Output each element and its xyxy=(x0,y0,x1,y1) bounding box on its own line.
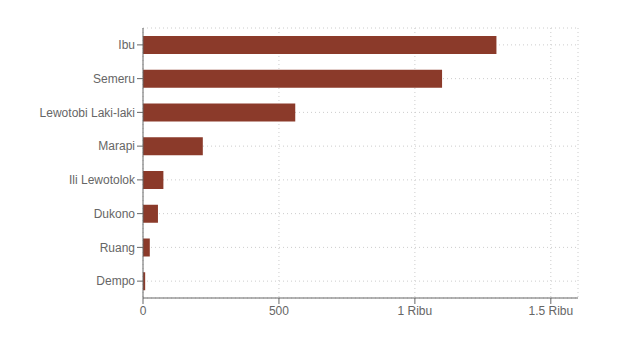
svg-text:Ili Lewotolok: Ili Lewotolok xyxy=(69,173,136,187)
svg-text:Lewotobi Laki-laki: Lewotobi Laki-laki xyxy=(40,106,135,120)
svg-text:Dempo: Dempo xyxy=(96,274,135,288)
svg-text:0: 0 xyxy=(140,304,147,318)
svg-text:Marapi: Marapi xyxy=(98,139,135,153)
svg-text:Ibu: Ibu xyxy=(118,38,135,52)
svg-text:Dukono: Dukono xyxy=(94,207,136,221)
svg-text:Ruang: Ruang xyxy=(100,241,135,255)
svg-text:Semeru: Semeru xyxy=(93,72,135,86)
svg-text:500: 500 xyxy=(269,304,289,318)
svg-text:1.5 Ribu: 1.5 Ribu xyxy=(528,304,573,318)
svg-text:1 Ribu: 1 Ribu xyxy=(398,304,433,318)
